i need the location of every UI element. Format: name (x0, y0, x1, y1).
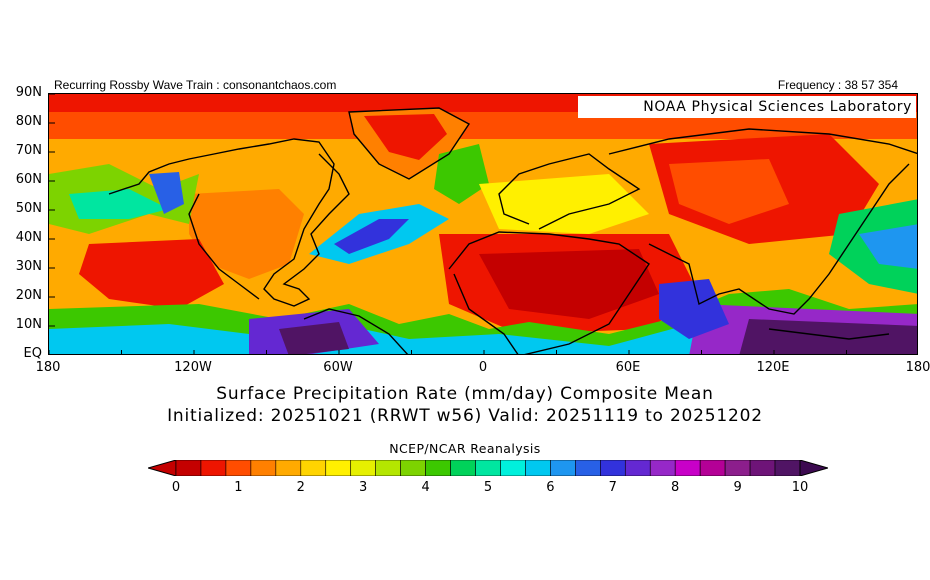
lat-label-30n: 30N (15, 259, 42, 274)
colorbar-swatch (550, 460, 576, 476)
colorbar-swatch (175, 460, 202, 476)
colorbar-label-8: 8 (671, 480, 680, 495)
colorbar-label-9: 9 (733, 480, 742, 495)
precipitation-map (48, 93, 918, 355)
west-coast (188, 193, 260, 300)
lat-label-20n: 20N (15, 288, 42, 303)
greenland-coast (348, 107, 471, 180)
chart-title: Surface Precipitation Rate (mm/day) Comp… (216, 384, 714, 404)
lon-label-180: 180 (35, 360, 61, 375)
bay-of-bengal-max (659, 279, 729, 339)
colorbar-label-3: 3 (359, 480, 368, 495)
gulf-of-alaska-max (149, 172, 184, 214)
colorbar-label-2: 2 (296, 480, 305, 495)
lat-label-40n: 40N (15, 230, 42, 245)
arctic-asia-coast (608, 128, 917, 155)
colorbar-swatch (325, 460, 352, 476)
subtropical-pacific-dry (79, 239, 224, 309)
chart-validity: Initialized: 20251021 (RRWT w56) Valid: … (167, 406, 763, 426)
africa-coast (448, 231, 650, 354)
atlantic-storm-core (334, 219, 409, 254)
lon-label-120w: 120W (174, 360, 212, 375)
colorbar-label-6: 6 (546, 480, 555, 495)
indonesia-coast (768, 328, 890, 340)
nw-pacific-core (859, 224, 917, 269)
lat-label-50n: 50N (15, 201, 42, 216)
precipitation-map-svg (49, 94, 917, 354)
lon-label-60w: 60W (323, 360, 353, 375)
lat-label-10n: 10N (15, 317, 42, 332)
lon-label-120e: 120E (756, 360, 790, 375)
credit-label: NOAA Physical Sciences Laboratory (578, 96, 916, 118)
colorbar-label-7: 7 (608, 480, 617, 495)
colorbar-swatch (624, 460, 651, 476)
north-pacific-core (69, 189, 169, 219)
colorbar-label-0: 0 (171, 480, 181, 495)
colorbar-swatch (600, 460, 626, 476)
na-interior (189, 189, 304, 279)
colorbar-swatch (250, 460, 277, 476)
colorbar-swatch (425, 460, 451, 476)
colorbar (148, 460, 828, 476)
lat-label-eq: EQ (23, 346, 42, 361)
greenland-core (364, 114, 447, 160)
header-site-label: Recurring Rossby Wave Train : consonantc… (54, 78, 337, 92)
colorbar-swatch (225, 460, 252, 476)
lat-label-80n: 80N (15, 114, 42, 129)
lat-label-70n: 70N (15, 143, 42, 158)
colorbar-swatch (300, 460, 327, 476)
tick-layer (49, 94, 847, 354)
colorbar-swatch (200, 460, 227, 476)
colorbar-swatch (774, 460, 801, 476)
colorbar-swatch (475, 460, 501, 476)
colorbar-swatch (525, 460, 551, 476)
colorbar-label-5: 5 (483, 480, 493, 495)
colorbar-swatch (699, 460, 726, 476)
sahara-core (479, 249, 659, 319)
colorbar-swatch (575, 460, 601, 476)
colorbar-swatch (724, 460, 751, 476)
lat-label-90n: 90N (15, 85, 42, 100)
east-pacific-itcz-core (279, 322, 349, 354)
colorbar-swatch (275, 460, 302, 476)
colorbar-swatch (450, 460, 476, 476)
central-asia-field (669, 159, 789, 224)
west-africa-coast (453, 273, 519, 354)
lon-label-180: 180 (905, 360, 930, 375)
asia-coast (648, 163, 910, 315)
lat-label-60n: 60N (15, 172, 42, 187)
colorbar-swatch (400, 460, 426, 476)
colorbar-label-1: 1 (234, 480, 243, 495)
colorbar-swatch (500, 460, 526, 476)
header-frequency-label: Frequency : 38 57 354 (777, 78, 898, 92)
north-america-coast (108, 138, 350, 307)
south-america-coast (303, 308, 409, 354)
colorbar-swatch (674, 460, 701, 476)
colorbar-over-arrow (799, 460, 828, 476)
lon-label-60e: 60E (615, 360, 641, 375)
colorbar-swatch (649, 460, 676, 476)
north-atlantic-band (434, 144, 489, 204)
colorbar-swatch (350, 460, 376, 476)
colorbar-under-arrow (148, 460, 177, 476)
colorbar-label-10: 10 (791, 480, 809, 495)
europe-field (479, 174, 649, 234)
colorbar-swatch (375, 460, 401, 476)
lon-label-0: 0 (478, 360, 488, 375)
europe-coast (498, 153, 641, 230)
coastline-layer (108, 107, 917, 354)
colorbar-label-4: 4 (421, 480, 430, 495)
colorbar-swatch (749, 460, 776, 476)
dataset-subtitle: NCEP/NCAR Reanalysis (389, 441, 541, 456)
